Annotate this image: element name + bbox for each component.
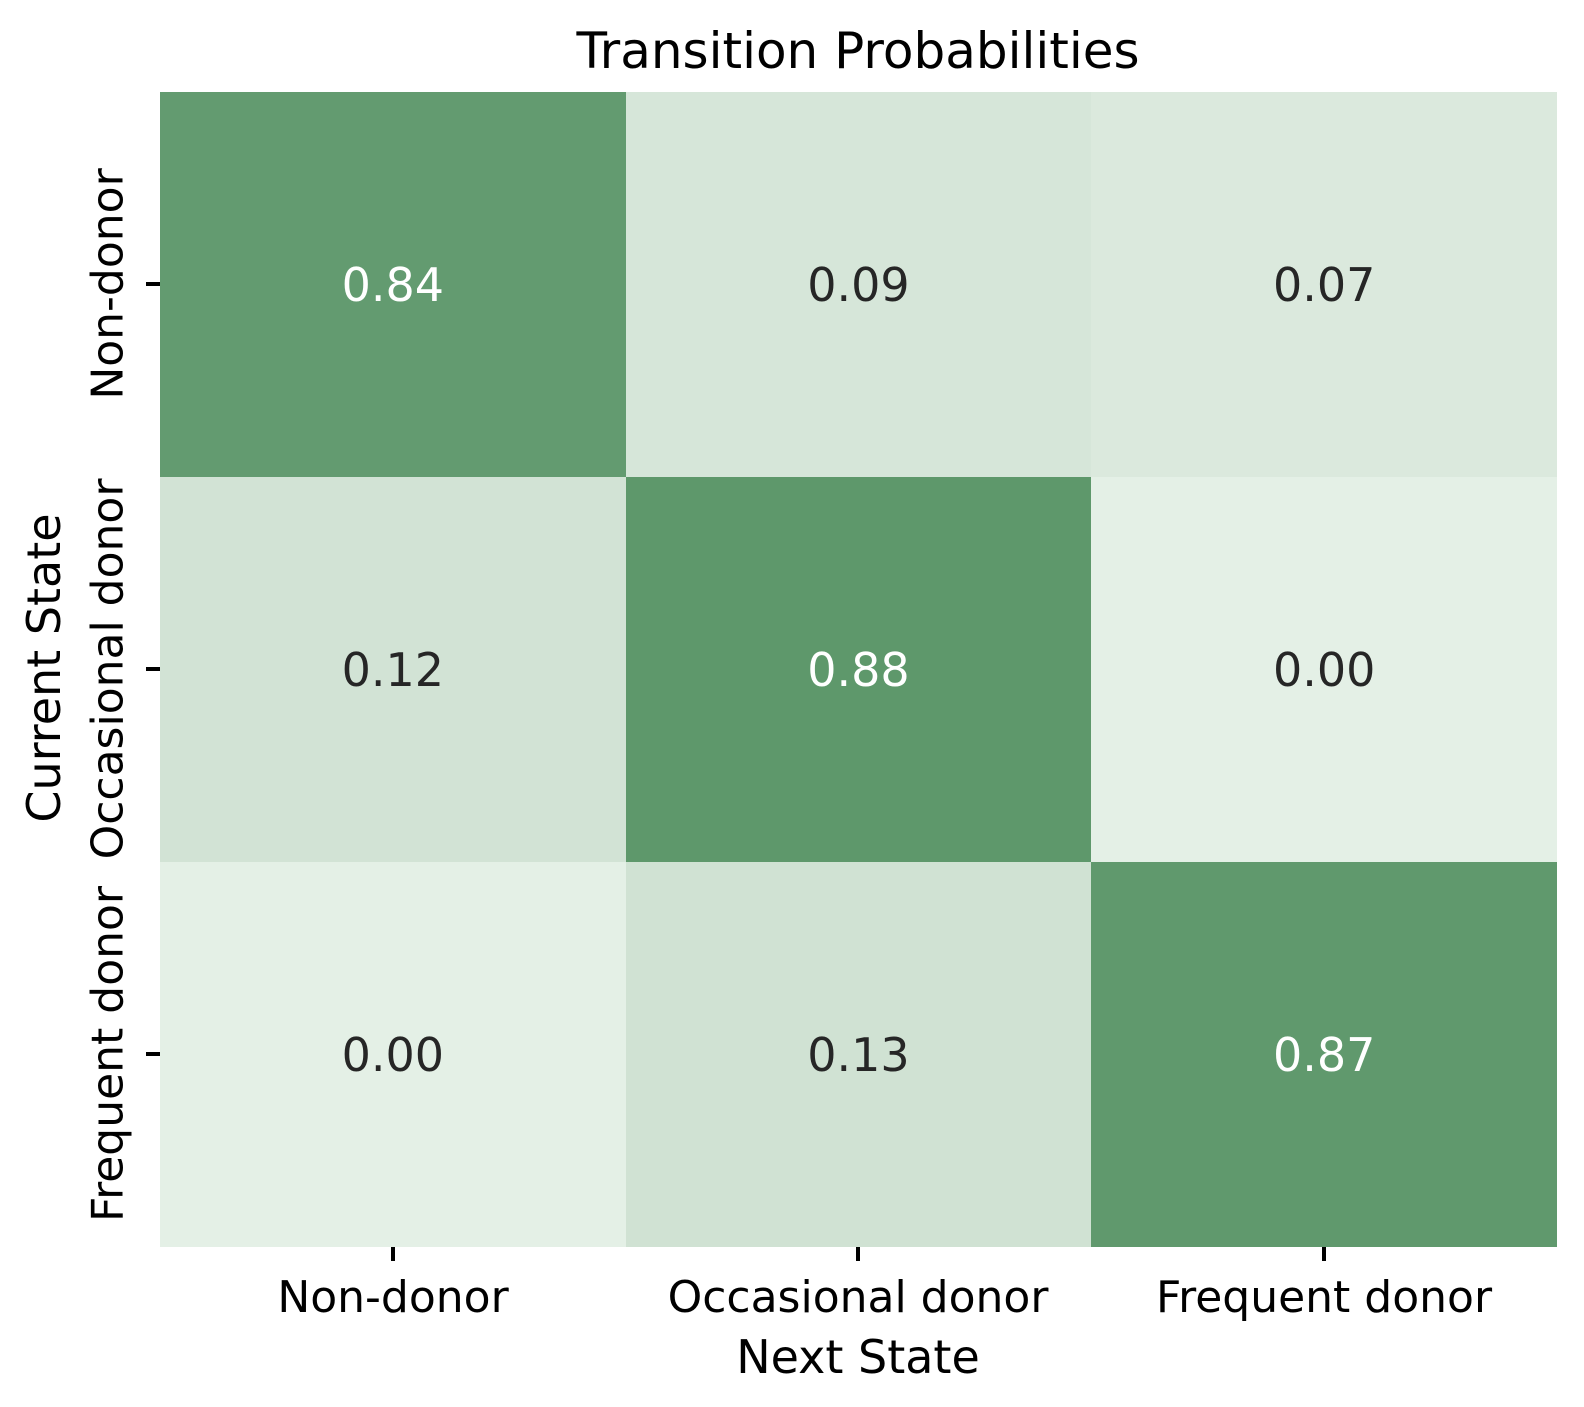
y-tick-mark: [146, 1052, 160, 1056]
heatmap-cell: 0.87: [1091, 862, 1557, 1247]
heatmap-cell: 0.00: [160, 862, 626, 1247]
x-tick-mark: [856, 1247, 860, 1261]
x-tick-label: Non-donor: [277, 1272, 509, 1323]
y-tick-mark: [146, 667, 160, 671]
x-tick-label: Frequent donor: [1155, 1272, 1493, 1323]
y-tick-label: Occasional donor: [82, 478, 134, 860]
y-tick-label: Non-donor: [82, 168, 134, 400]
heatmap-cell: 0.00: [1091, 477, 1557, 862]
x-axis-label: Next State: [736, 1330, 980, 1384]
y-tick-mark: [146, 282, 160, 286]
heatmap-cell: 0.12: [160, 477, 626, 862]
heatmap-cell: 0.88: [625, 477, 1092, 862]
heatmap-cell: 0.84: [160, 92, 626, 477]
y-axis-label: Current State: [17, 513, 71, 823]
x-tick-label: Occasional donor: [667, 1272, 1049, 1323]
chart-title: Transition Probabilities: [576, 22, 1140, 80]
y-tick-label: Frequent donor: [82, 885, 134, 1223]
heatmap-cell: 0.13: [625, 862, 1092, 1247]
heatmap-cell: 0.07: [1091, 92, 1557, 477]
x-tick-mark: [1322, 1247, 1326, 1261]
heatmap-cell: 0.09: [625, 92, 1092, 477]
x-tick-mark: [391, 1247, 395, 1261]
heatmap-grid: 0.84 0.09 0.07 0.12 0.88 0.00 0.00 0.13 …: [160, 92, 1557, 1247]
